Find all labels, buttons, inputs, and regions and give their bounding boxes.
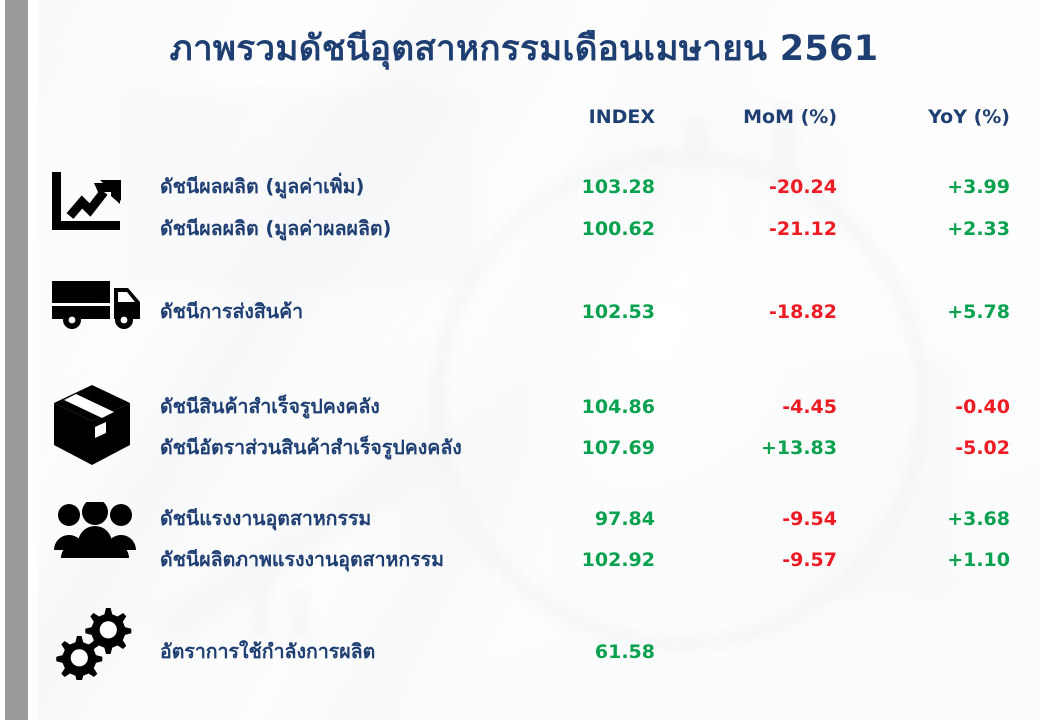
- left-white-margin: [0, 0, 5, 720]
- left-gray-rail: [5, 0, 28, 720]
- row-label: ดัชนีแรงงานอุตสาหกรรม: [160, 507, 372, 530]
- row-label: ดัชนีผลผลิต (มูลค่าเพิ่ม): [160, 175, 365, 198]
- gears-icon: [56, 606, 132, 680]
- delivery-truck-icon: [48, 278, 146, 330]
- table-row: ดัชนีผลผลิต (มูลค่าผลผลิต) 100.62 -21.12…: [0, 214, 1040, 244]
- row-label: ดัชนีการส่งสินค้า: [160, 300, 304, 323]
- table-row: ดัชนีแรงงานอุตสาหกรรม 97.84 -9.54 +3.68: [0, 504, 1040, 534]
- row-mom-value: -20.24: [769, 176, 837, 198]
- row-yoy-value: +2.33: [947, 218, 1010, 240]
- line-chart-growth-icon: [48, 170, 126, 240]
- left-inner-white-rail: [28, 0, 38, 720]
- row-label: ดัชนีอัตราส่วนสินค้าสำเร็จรูปคงคลัง: [160, 436, 462, 459]
- row-index-value: 107.69: [581, 437, 655, 459]
- column-header-index: INDEX: [588, 106, 655, 128]
- row-mom-value: -9.57: [782, 549, 837, 571]
- row-index-value: 104.86: [581, 396, 655, 418]
- column-header-mom: MoM (%): [743, 106, 837, 128]
- row-mom-value: -9.54: [782, 508, 837, 530]
- row-index-value: 102.53: [581, 301, 655, 323]
- package-box-icon: [52, 383, 132, 467]
- row-index-value: 102.92: [581, 549, 655, 571]
- row-mom-value: -4.45: [782, 396, 837, 418]
- row-mom-value: +13.83: [760, 437, 837, 459]
- row-label: อัตราการใช้กำลังการผลิต: [160, 640, 376, 663]
- row-yoy-value: -0.40: [955, 396, 1010, 418]
- row-index-value: 103.28: [581, 176, 655, 198]
- row-mom-value: -21.12: [769, 218, 837, 240]
- row-label: ดัชนีสินค้าสำเร็จรูปคงคลัง: [160, 395, 380, 418]
- table-row: ดัชนีอัตราส่วนสินค้าสำเร็จรูปคงคลัง 107.…: [0, 433, 1040, 463]
- row-index-value: 100.62: [581, 218, 655, 240]
- row-mom-value: -18.82: [769, 301, 837, 323]
- column-header-yoy: YoY (%): [928, 106, 1010, 128]
- row-yoy-value: +3.99: [947, 176, 1010, 198]
- people-group-icon: [52, 502, 138, 560]
- table-row: ดัชนีสินค้าสำเร็จรูปคงคลัง 104.86 -4.45 …: [0, 392, 1040, 422]
- row-index-value: 97.84: [594, 508, 655, 530]
- table-row: อัตราการใช้กำลังการผลิต 61.58: [0, 637, 1040, 667]
- row-label: ดัชนีผลผลิต (มูลค่าผลผลิต): [160, 217, 392, 240]
- row-yoy-value: +1.10: [947, 549, 1010, 571]
- table-row: ดัชนีผลิตภาพแรงงานอุตสาหกรรม 102.92 -9.5…: [0, 545, 1040, 575]
- table-row: ดัชนีผลผลิต (มูลค่าเพิ่ม) 103.28 -20.24 …: [0, 172, 1040, 202]
- row-index-value: 61.58: [594, 641, 655, 663]
- table-header-row: INDEX MoM (%) YoY (%): [0, 106, 1040, 134]
- row-yoy-value: +3.68: [947, 508, 1010, 530]
- table-row: ดัชนีการส่งสินค้า 102.53 -18.82 +5.78: [0, 297, 1040, 327]
- page-title: ภาพรวมดัชนีอุตสาหกรรมเดือนเมษายน 2561: [169, 29, 879, 69]
- row-yoy-value: -5.02: [955, 437, 1010, 459]
- row-label: ดัชนีผลิตภาพแรงงานอุตสาหกรรม: [160, 548, 444, 571]
- row-yoy-value: +5.78: [947, 301, 1010, 323]
